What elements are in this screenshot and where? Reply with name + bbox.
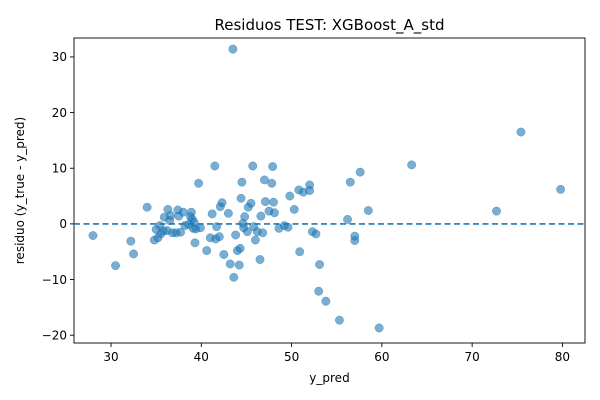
- data-point: [235, 243, 245, 253]
- data-point: [194, 178, 204, 188]
- data-point: [223, 208, 233, 218]
- chart-title: Residuos TEST: XGBoost_A_std: [215, 16, 445, 35]
- data-point: [231, 230, 241, 240]
- data-point: [256, 211, 266, 221]
- data-point: [289, 204, 299, 214]
- x-tick-label: 80: [555, 350, 570, 364]
- data-point: [202, 246, 212, 256]
- data-point: [207, 209, 217, 219]
- x-tick-label: 30: [103, 350, 118, 364]
- data-point: [492, 206, 501, 216]
- y-tick-label: −10: [42, 273, 67, 287]
- data-point: [126, 236, 136, 246]
- data-point: [219, 250, 229, 259]
- data-point: [260, 175, 269, 185]
- x-tick-label: 70: [465, 350, 480, 364]
- data-point: [129, 249, 139, 259]
- scatter-points: [88, 44, 566, 333]
- data-point: [217, 198, 227, 208]
- data-point: [285, 191, 295, 201]
- data-point: [190, 238, 200, 248]
- data-point: [355, 167, 365, 177]
- data-point: [269, 208, 279, 218]
- data-point: [321, 296, 331, 306]
- data-point: [237, 177, 247, 187]
- y-axis: −20 −10 0 10 20 30: [42, 50, 74, 343]
- data-point: [246, 198, 256, 208]
- x-axis-label: y_pred: [309, 371, 349, 385]
- data-point: [236, 193, 246, 203]
- data-point: [258, 228, 268, 238]
- data-point: [407, 160, 417, 170]
- data-point: [556, 184, 566, 194]
- data-point: [350, 236, 360, 246]
- data-point: [234, 260, 244, 270]
- data-point: [314, 286, 324, 296]
- data-point: [315, 260, 325, 269]
- data-point: [268, 162, 278, 172]
- data-point: [240, 212, 250, 222]
- data-point: [176, 227, 185, 237]
- data-point: [267, 178, 277, 188]
- data-point: [374, 323, 384, 333]
- x-tick-label: 50: [284, 350, 299, 364]
- data-point: [295, 247, 305, 257]
- data-point: [269, 197, 278, 207]
- data-point: [363, 206, 373, 215]
- data-point: [248, 161, 258, 171]
- data-point: [111, 261, 120, 271]
- y-tick-label: 20: [52, 106, 67, 120]
- data-point: [195, 223, 205, 233]
- data-point: [228, 44, 238, 54]
- data-point: [311, 229, 321, 239]
- data-point: [210, 161, 220, 171]
- data-point: [229, 272, 239, 282]
- data-point: [251, 235, 260, 245]
- data-point: [305, 186, 315, 195]
- data-point: [212, 222, 222, 232]
- y-tick-label: 10: [52, 162, 67, 176]
- data-point: [255, 255, 265, 264]
- y-tick-label: −20: [42, 329, 67, 343]
- data-point: [88, 231, 98, 241]
- x-axis: 30 40 50 60 70 80: [103, 343, 570, 364]
- x-tick-label: 60: [374, 350, 389, 364]
- x-tick-label: 40: [194, 350, 209, 364]
- data-point: [260, 197, 270, 207]
- data-point: [214, 232, 224, 242]
- data-point: [225, 259, 235, 269]
- data-point: [334, 315, 344, 325]
- data-point: [178, 207, 188, 217]
- y-tick-label: 0: [59, 217, 67, 231]
- data-point: [166, 211, 176, 220]
- plot-area: [73, 37, 586, 344]
- y-axis-label: residuo (y_true - y_pred): [13, 117, 27, 264]
- data-point: [343, 214, 353, 224]
- data-point: [242, 227, 252, 237]
- data-point: [345, 177, 355, 187]
- data-point: [516, 127, 526, 137]
- y-tick-label: 30: [52, 50, 67, 64]
- data-point: [283, 222, 293, 232]
- data-point: [142, 202, 152, 212]
